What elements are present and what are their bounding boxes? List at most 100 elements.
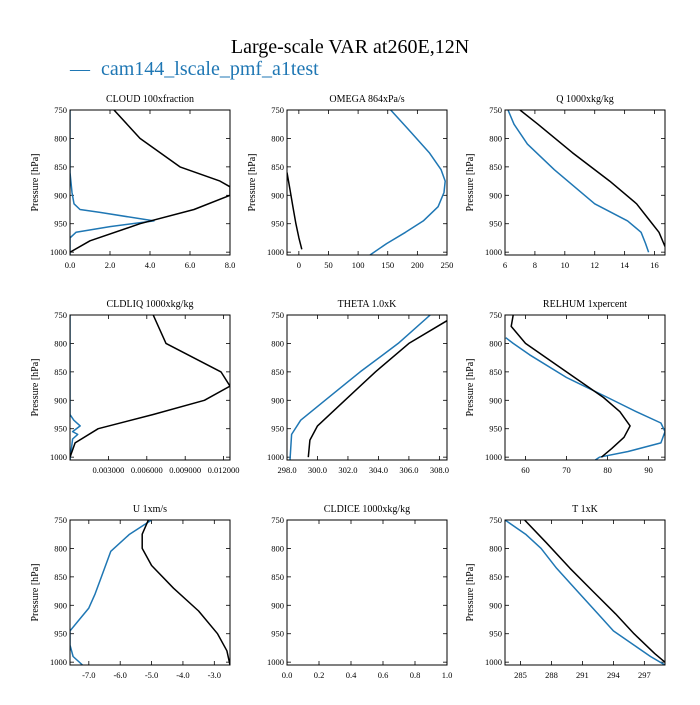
y-tick-label: 800: [271, 543, 284, 553]
x-tick-label: 298.0: [277, 465, 296, 475]
x-tick-label: 300.0: [308, 465, 327, 475]
reference-profile-line: [141, 520, 230, 665]
y-tick-label: 800: [489, 338, 502, 348]
reference-profile-line: [519, 110, 665, 247]
x-tick-label: 2.0: [105, 260, 116, 270]
y-tick-label: 800: [54, 133, 67, 143]
y-tick-label: 950: [489, 219, 502, 229]
y-tick-label: 850: [54, 572, 67, 582]
x-tick-label: 285: [514, 670, 527, 680]
y-tick-label: 1000: [50, 657, 67, 667]
y-tick-label: 950: [271, 629, 284, 639]
x-tick-label: 70: [562, 465, 571, 475]
y-tick-label: 750: [489, 105, 502, 115]
x-tick-label: 100: [352, 260, 365, 270]
panel-title: CLDICE 1000xkg/kg: [324, 504, 410, 515]
y-tick-label: 950: [271, 219, 284, 229]
model-profile-line: [369, 110, 446, 255]
panel-frame: [286, 519, 448, 666]
y-tick-label: 1000: [50, 452, 67, 462]
panel-frame: [69, 519, 231, 666]
reference-profile-line: [524, 520, 665, 663]
y-axis-label: Pressure [hPa]: [30, 358, 41, 416]
y-tick-label: 750: [54, 105, 67, 115]
panel-title: CLOUD 100xfraction: [106, 94, 194, 105]
x-tick-label: 8: [533, 260, 537, 270]
y-tick-label: 750: [271, 310, 284, 320]
x-tick-label: 306.0: [399, 465, 418, 475]
model-profile-line: [507, 110, 650, 253]
y-tick-label: 950: [54, 424, 67, 434]
x-tick-label: 0.009000: [169, 465, 201, 475]
x-tick-label: 0.4: [346, 670, 357, 680]
panel-7: CLDICE 1000xkg/kg 750 800 850 900 950 1000 0.0 0…: [267, 504, 452, 680]
y-tick-label: 900: [271, 190, 284, 200]
panel-title: T 1xK: [572, 504, 598, 515]
y-tick-label: 800: [271, 133, 284, 143]
y-axis-label: Pressure [hPa]: [30, 563, 41, 621]
x-tick-label: -6.0: [113, 670, 126, 680]
x-tick-label: 0.0: [282, 670, 293, 680]
y-tick-label: 1000: [485, 452, 502, 462]
panel-frame: [286, 314, 448, 461]
y-axis-label: Pressure [hPa]: [247, 153, 258, 211]
x-tick-label: 0.8: [410, 670, 421, 680]
x-tick-label: 10: [561, 260, 570, 270]
y-tick-label: 900: [489, 395, 502, 405]
panel-title: RELHUM 1xpercent: [543, 299, 627, 310]
x-tick-label: 0: [297, 260, 301, 270]
y-tick-label: 850: [489, 572, 502, 582]
y-tick-label: 900: [54, 190, 67, 200]
y-tick-label: 950: [489, 424, 502, 434]
panel-title: Q 1000xkg/kg: [556, 94, 614, 105]
panel-title: THETA 1.0xK: [338, 299, 397, 310]
model-profile-line: [289, 315, 431, 460]
panel-frame: [504, 109, 666, 256]
legend-label: cam144_lscale_pmf_a1test: [101, 58, 319, 80]
panel-1: OMEGA 864xPa/s Pressure [hPa] 750 800 850 900…: [247, 94, 453, 270]
y-tick-label: 750: [271, 105, 284, 115]
y-tick-label: 900: [489, 190, 502, 200]
x-tick-label: -7.0: [82, 670, 95, 680]
y-tick-label: 1000: [267, 247, 284, 257]
model-profile-line: [70, 110, 155, 255]
panel-frame: [286, 109, 448, 256]
x-tick-label: 6: [503, 260, 507, 270]
x-tick-label: 6.0: [185, 260, 196, 270]
model-profile-line: [70, 315, 81, 460]
y-tick-label: 850: [54, 367, 67, 377]
panel-5: RELHUM 1xpercent Pressure [hPa] 750 800 850 9…: [465, 299, 666, 475]
x-tick-label: 291: [576, 670, 589, 680]
x-tick-label: -4.0: [176, 670, 189, 680]
y-tick-label: 950: [489, 629, 502, 639]
x-tick-label: 150: [381, 260, 394, 270]
y-tick-label: 850: [489, 367, 502, 377]
y-axis-label: Pressure [hPa]: [465, 153, 476, 211]
x-tick-label: 288: [545, 670, 558, 680]
panel-frame: [504, 314, 666, 461]
y-axis-label: Pressure [hPa]: [465, 358, 476, 416]
y-tick-label: 1000: [485, 657, 502, 667]
figure-title: Large-scale VAR at260E,12N: [230, 36, 470, 58]
panel-title: OMEGA 864xPa/s: [329, 94, 404, 105]
y-axis-label: Pressure [hPa]: [465, 563, 476, 621]
y-tick-label: 950: [54, 629, 67, 639]
x-tick-label: 0.003000: [92, 465, 124, 475]
y-tick-label: 750: [489, 310, 502, 320]
x-tick-label: 0.6: [378, 670, 389, 680]
legend: — cam144_lscale_pmf_a1test: [70, 58, 319, 81]
panel-frame: [504, 519, 666, 666]
y-tick-label: 750: [271, 515, 284, 525]
y-tick-label: 1000: [485, 247, 502, 257]
reference-profile-line: [510, 315, 631, 458]
panel-8: T 1xK Pressure [hPa] 750 800 850 900 950 1000 28…: [465, 504, 666, 680]
x-tick-label: 4.0: [145, 260, 156, 270]
x-tick-label: 0.006000: [131, 465, 163, 475]
y-tick-label: 750: [489, 515, 502, 525]
panel-frame: [69, 109, 231, 256]
x-tick-label: 0.0: [65, 260, 76, 270]
model-profile-line: [505, 337, 665, 460]
panel-4: THETA 1.0xK 750 800 850 900 950 1000 298.0 300.0…: [267, 299, 449, 475]
y-tick-label: 800: [271, 338, 284, 348]
